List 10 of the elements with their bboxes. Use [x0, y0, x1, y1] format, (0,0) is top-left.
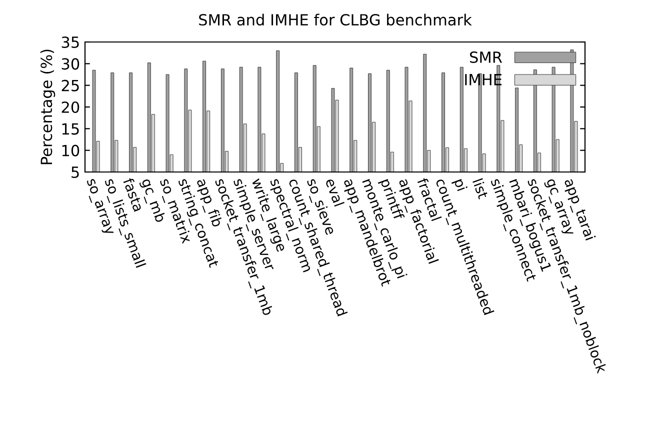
y-tick-label: 35 — [62, 36, 79, 48]
y-tick-label: 20 — [62, 101, 80, 114]
y-axis-title: Percentage (%) — [40, 50, 56, 164]
y-tick-label: 10 — [62, 144, 80, 156]
y-tick-label: 30 — [62, 58, 80, 70]
legend-label: SMR — [470, 51, 502, 63]
y-tick-label: 25 — [62, 80, 79, 92]
y-tick-label: 15 — [62, 123, 79, 135]
y-tick-label: 5 — [72, 166, 79, 178]
chart-title: SMR and IMHE for CLBG benchmark — [199, 14, 472, 26]
